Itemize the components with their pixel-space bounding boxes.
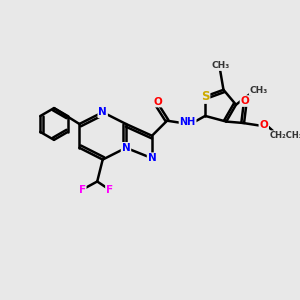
Text: CH₂CH₃: CH₂CH₃ xyxy=(269,131,300,140)
Text: O: O xyxy=(241,96,249,106)
Text: N: N xyxy=(122,143,130,153)
Text: F: F xyxy=(106,185,113,195)
Text: S: S xyxy=(201,90,209,103)
Text: F: F xyxy=(79,185,86,195)
Text: NH: NH xyxy=(179,117,196,127)
Text: CH₃: CH₃ xyxy=(211,61,229,70)
Text: N: N xyxy=(98,107,107,117)
Text: CH₃: CH₃ xyxy=(250,86,268,95)
Text: N: N xyxy=(148,153,156,163)
Text: O: O xyxy=(153,97,162,106)
Text: O: O xyxy=(260,120,268,130)
